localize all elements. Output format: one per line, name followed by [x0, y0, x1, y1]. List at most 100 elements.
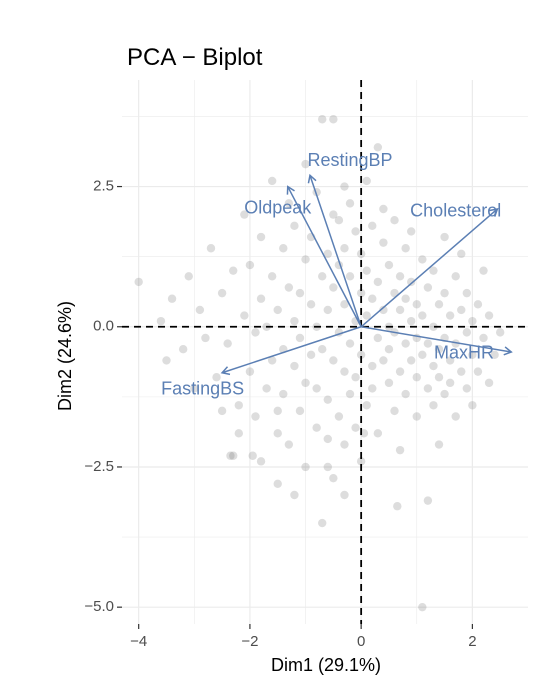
data-point [329, 115, 338, 124]
data-point [329, 210, 338, 219]
data-point [256, 457, 266, 466]
data-point [345, 339, 355, 348]
data-point [373, 143, 383, 152]
data-point [240, 210, 249, 219]
data-point [384, 378, 394, 388]
data-point [267, 356, 277, 365]
data-point [373, 277, 383, 287]
data-point [445, 378, 455, 388]
vector-label-oldpeak: Oldpeak [244, 198, 312, 218]
data-point [395, 305, 405, 315]
data-point [318, 344, 327, 354]
data-point [368, 221, 377, 231]
data-point [340, 367, 349, 376]
vector-label-cholesterol: Cholesterol [410, 201, 501, 221]
data-point [290, 490, 299, 500]
data-point [226, 451, 235, 460]
data-point [190, 384, 199, 393]
data-point [395, 445, 405, 455]
y-tick-label: −2.5 [84, 458, 114, 475]
data-point [201, 333, 210, 343]
data-point [212, 373, 221, 382]
vector-arrow-maxhr [361, 326, 513, 356]
data-point [323, 462, 332, 472]
data-point [351, 373, 360, 382]
data-point [407, 356, 416, 365]
data-point [162, 356, 171, 365]
data-point [434, 440, 444, 449]
data-point [373, 333, 383, 343]
data-point [340, 490, 349, 500]
data-point [434, 300, 444, 309]
data-point [329, 356, 338, 365]
vector-label-restingbp: RestingBP [308, 150, 393, 170]
data-point [134, 277, 143, 287]
data-point [295, 333, 305, 343]
data-point [373, 429, 383, 438]
data-point [379, 238, 388, 247]
data-point [251, 328, 260, 337]
data-point [306, 350, 316, 360]
data-point [229, 451, 238, 460]
data-point [234, 429, 243, 438]
vector-arrow-fastingbs [220, 326, 362, 376]
y-tick-label: 0.0 [93, 318, 114, 335]
data-point [418, 255, 427, 264]
data-point [384, 260, 394, 270]
vector-label-maxhr: MaxHR [434, 342, 494, 362]
data-point [334, 216, 344, 225]
data-point [340, 300, 349, 309]
variable-vectors [220, 173, 513, 376]
vector-arrow-cholesterol [360, 208, 499, 328]
data-point [412, 300, 421, 309]
plot-panel: RestingBP Oldpeak Cholesterol MaxHR FastingB… [122, 80, 528, 624]
data-point [451, 412, 460, 421]
data-point [240, 311, 249, 320]
data-point [390, 216, 399, 225]
data-point [429, 361, 438, 371]
data-point [267, 176, 277, 186]
y-tick-label: −5.0 [84, 598, 114, 615]
data-point [407, 277, 416, 287]
data-point [295, 406, 305, 416]
data-point [323, 395, 332, 404]
data-point [345, 272, 355, 281]
data-point [356, 350, 366, 360]
data-point [384, 344, 394, 354]
data-point [306, 300, 316, 309]
data-point [368, 361, 377, 371]
data-point [423, 283, 433, 292]
data-point [318, 272, 327, 281]
x-tick-label: −2 [241, 633, 258, 650]
data-point [356, 457, 366, 466]
data-point [445, 356, 455, 365]
data-point [279, 244, 288, 253]
data-point [356, 288, 366, 298]
data-point [412, 412, 421, 421]
data-point [479, 266, 488, 275]
data-point [301, 462, 310, 472]
x-tick-label: 2 [468, 633, 476, 650]
data-point [290, 221, 299, 231]
data-point [440, 288, 449, 298]
data-point [484, 311, 494, 320]
data-point [284, 440, 294, 449]
data-point [229, 266, 238, 275]
data-point [393, 502, 402, 511]
data-point [284, 199, 294, 208]
data-point [223, 339, 232, 348]
data-point [234, 401, 243, 410]
x-tick-label: −4 [130, 633, 147, 650]
vector-arrow-restingbp [307, 173, 362, 328]
data-point [262, 384, 271, 393]
data-point [390, 406, 399, 416]
data-point [340, 244, 349, 253]
data-point [457, 305, 466, 315]
data-point [340, 440, 349, 449]
data-point [418, 311, 427, 320]
data-point [407, 316, 416, 326]
data-point [423, 339, 433, 348]
data-point [251, 412, 260, 421]
data-point [473, 300, 483, 309]
